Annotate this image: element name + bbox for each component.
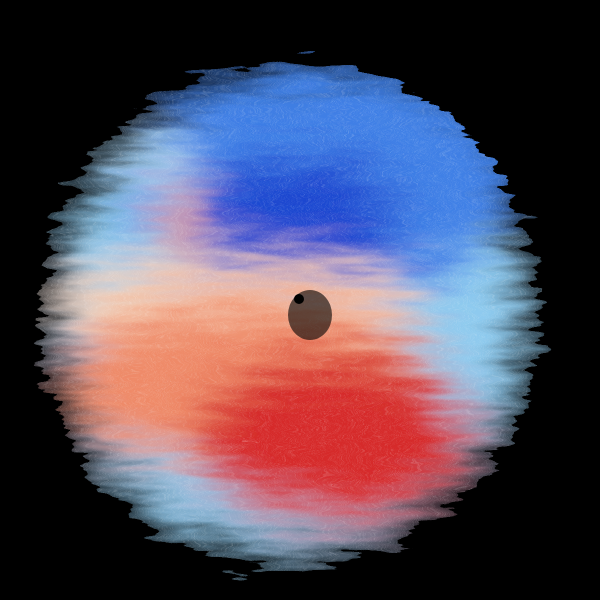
radar-site <box>294 294 304 304</box>
